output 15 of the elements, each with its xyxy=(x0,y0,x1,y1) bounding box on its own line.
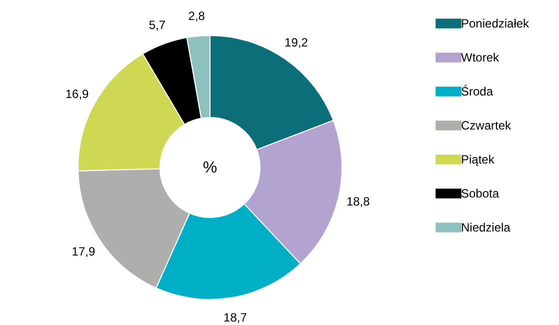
legend-label: Niedziela xyxy=(461,220,511,234)
legend-label: Piątek xyxy=(461,152,496,166)
data-label: 18,8 xyxy=(346,194,370,209)
legend-label: Wtorek xyxy=(461,50,500,64)
legend-label: Sobota xyxy=(461,186,500,200)
data-label: 18,7 xyxy=(224,310,248,324)
data-label: 5,7 xyxy=(148,18,166,32)
text: % xyxy=(202,160,218,176)
data-label: 17,9 xyxy=(72,244,96,259)
data-label: 19,2 xyxy=(284,35,308,50)
data-label: 16,9 xyxy=(65,86,90,101)
legend-label: Czwartek xyxy=(461,118,512,132)
legend-label: Poniedziałek xyxy=(461,16,530,30)
data-label: 2,8 xyxy=(188,9,206,24)
legend-label: Środa xyxy=(461,84,494,98)
